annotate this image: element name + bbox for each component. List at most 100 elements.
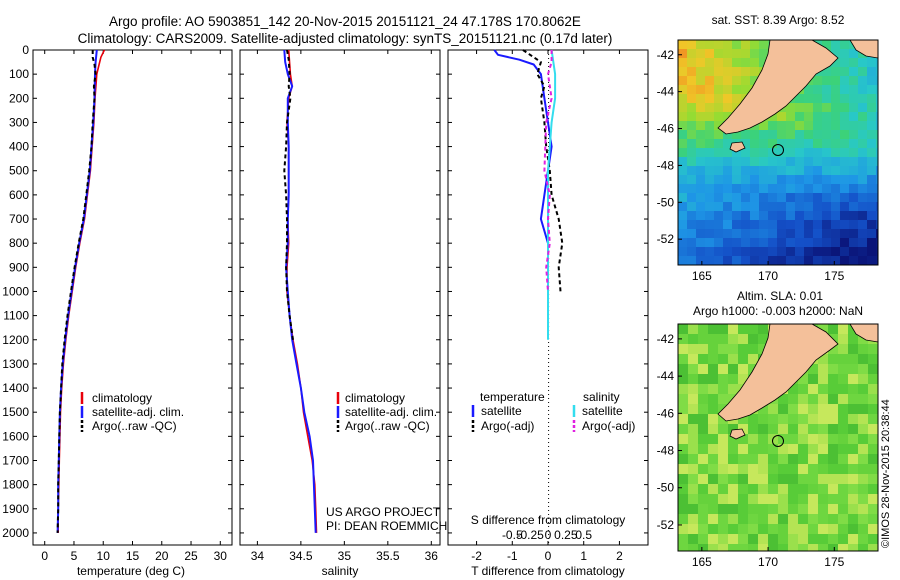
temperature-legend: climatology satellite-adj. clim. Argo(..… bbox=[80, 391, 184, 433]
sst-cell bbox=[849, 67, 859, 77]
sla-cell bbox=[708, 444, 719, 455]
sst-cell bbox=[732, 229, 742, 239]
sla-cell bbox=[858, 444, 869, 455]
legend-t-argo-label: Argo(-adj) bbox=[481, 419, 534, 433]
sla-cell bbox=[718, 344, 729, 355]
sst-cell bbox=[822, 166, 832, 176]
sst-cell bbox=[750, 175, 760, 185]
sst-cell bbox=[714, 139, 724, 149]
sst-cell bbox=[822, 229, 832, 239]
sla-cell bbox=[848, 354, 859, 365]
sla-cell bbox=[678, 374, 689, 385]
sst-cell bbox=[786, 238, 796, 248]
sla-cell bbox=[678, 414, 689, 425]
sst-cell bbox=[876, 238, 878, 248]
sla-cell bbox=[768, 414, 779, 425]
x-tick-label: 1 bbox=[580, 549, 587, 563]
sst-cell bbox=[777, 247, 787, 257]
sst-cell bbox=[768, 193, 778, 203]
stewart-island bbox=[729, 428, 746, 440]
sst-cell bbox=[840, 139, 850, 149]
sst-cell bbox=[849, 49, 859, 59]
sla-cell bbox=[728, 474, 739, 485]
sla-cell bbox=[738, 424, 749, 435]
sst-cell bbox=[849, 103, 859, 113]
sla-cell bbox=[708, 394, 719, 405]
sst-cell bbox=[705, 76, 715, 86]
sst-cell bbox=[831, 193, 841, 203]
sla-cell bbox=[688, 474, 699, 485]
sst-cell bbox=[759, 157, 769, 167]
depth-tick-label: 600 bbox=[9, 188, 29, 202]
sst-cell bbox=[687, 229, 697, 239]
sla-cell bbox=[748, 464, 759, 475]
sst-cell bbox=[714, 166, 724, 176]
sst-cell bbox=[750, 40, 760, 50]
sst-cell bbox=[786, 193, 796, 203]
sla-cell bbox=[738, 504, 749, 515]
sla-cell bbox=[818, 494, 829, 505]
sst-cell bbox=[813, 157, 823, 167]
sla-cell bbox=[818, 464, 829, 475]
sla-cell bbox=[828, 324, 839, 335]
lat-tick-label: -46 bbox=[657, 406, 675, 420]
sla-map-frame bbox=[677, 323, 879, 552]
lat-tick-label: -50 bbox=[657, 195, 675, 209]
sst-cell bbox=[831, 229, 841, 239]
sst-cell bbox=[867, 130, 877, 140]
sla-cell bbox=[728, 534, 739, 545]
sst-cell bbox=[759, 220, 769, 230]
temperature-panel: 0100200300400500600700800900100011001200… bbox=[2, 43, 233, 578]
sla-cell bbox=[828, 464, 839, 475]
sla-cell bbox=[748, 344, 759, 355]
sst-cell bbox=[768, 247, 778, 257]
sla-cell bbox=[768, 444, 779, 455]
sst-cell bbox=[723, 148, 733, 158]
sla-cell bbox=[818, 514, 829, 525]
sst-cell bbox=[741, 157, 751, 167]
sst-cell bbox=[732, 67, 742, 77]
sla-cell bbox=[708, 364, 719, 375]
sst-cell bbox=[804, 247, 814, 257]
sst-cell bbox=[687, 175, 697, 185]
sst-cell bbox=[804, 202, 814, 212]
sla-cell bbox=[798, 534, 809, 545]
sst-cell bbox=[786, 211, 796, 221]
sla-cell bbox=[868, 344, 878, 355]
sst-cell bbox=[714, 76, 724, 86]
sla-cell bbox=[728, 354, 739, 365]
sst-cell bbox=[687, 121, 697, 131]
sla-cell bbox=[858, 494, 869, 505]
sla-cell bbox=[808, 534, 819, 545]
sst-cell bbox=[696, 103, 706, 113]
sla-cell bbox=[868, 504, 878, 515]
sst-cell bbox=[795, 220, 805, 230]
sst-cell bbox=[795, 157, 805, 167]
sla-cell bbox=[718, 324, 729, 335]
sst-cell bbox=[876, 148, 878, 158]
sst-cell bbox=[795, 94, 805, 104]
sst-cell bbox=[759, 121, 769, 131]
t-difference-axis-ticks: -2 -1 0 1 2 bbox=[471, 50, 623, 563]
sst-cell bbox=[777, 202, 787, 212]
sla-cell bbox=[708, 414, 719, 425]
sla-cell bbox=[728, 514, 739, 525]
sst-cell bbox=[723, 220, 733, 230]
sst-cell bbox=[876, 193, 878, 203]
sst-cell bbox=[696, 157, 706, 167]
sst-cell bbox=[858, 157, 868, 167]
sst-cell bbox=[759, 238, 769, 248]
sla-cell bbox=[788, 534, 799, 545]
sla-cell bbox=[758, 334, 769, 345]
sla-cell bbox=[678, 474, 689, 485]
sla-cell bbox=[788, 514, 799, 525]
sst-cell bbox=[813, 229, 823, 239]
s-tick-label: 0.5 bbox=[575, 528, 592, 542]
sla-cell bbox=[828, 424, 839, 435]
sst-cell bbox=[849, 58, 859, 68]
sst-cell bbox=[741, 184, 751, 194]
sst-cell bbox=[732, 130, 742, 140]
sla-lon-ticks: 165 170 175 bbox=[692, 547, 845, 569]
sst-cell bbox=[750, 184, 760, 194]
